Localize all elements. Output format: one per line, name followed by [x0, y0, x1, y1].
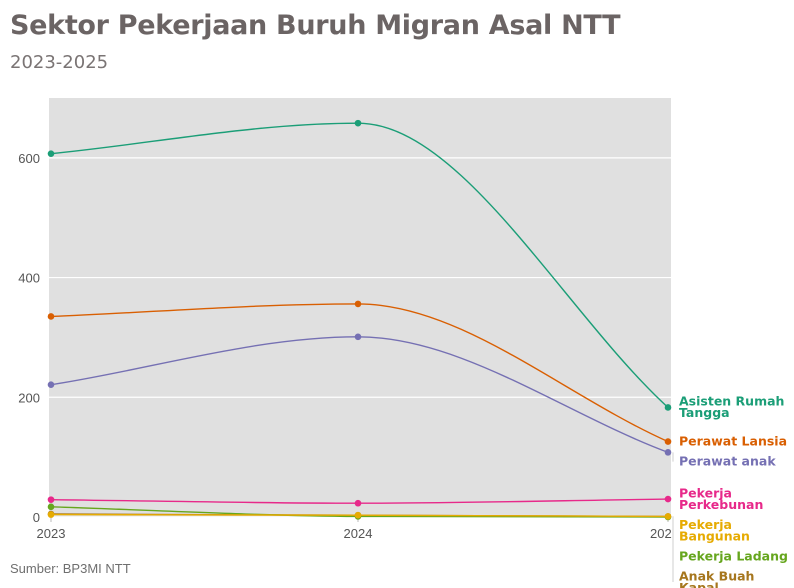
data-point-perawat-lansia	[354, 300, 362, 308]
chart-subtitle: 2023-2025	[10, 52, 109, 73]
data-point-pekerja-perkebunan	[664, 495, 672, 503]
y-tick-label: 0	[33, 510, 40, 525]
series-label-pekerja-ladang: Pekerja Ladang	[679, 548, 788, 563]
x-tick-label: 2024	[344, 526, 373, 541]
y-tick-label: 600	[18, 151, 40, 166]
series-lines	[47, 119, 672, 521]
series-label-pekerja-perkebunan: Pekerja	[679, 485, 732, 500]
data-point-perawat-anak	[47, 381, 55, 389]
series-label-perawat-anak: Perawat anak	[679, 454, 776, 469]
data-point-pekerja-bangunan	[354, 511, 362, 519]
source-note: Sumber: BP3MI NTT	[10, 561, 131, 576]
series-label-anak-buah-kapal: Anak Buah	[679, 568, 754, 583]
data-point-asisten-rumah-tangga	[47, 150, 55, 157]
data-point-perawat-anak	[354, 333, 362, 341]
x-tick-label: 202	[650, 526, 672, 541]
x-tick-label: 2023	[37, 526, 66, 541]
y-tick-label: 400	[18, 271, 40, 286]
data-point-perawat-lansia	[47, 313, 55, 320]
series-label-asisten-rumah-tangga: Asisten Rumah	[679, 394, 784, 409]
data-point-pekerja-perkebunan	[47, 496, 55, 503]
plot-background	[49, 98, 671, 517]
data-point-pekerja-bangunan	[664, 513, 672, 520]
data-point-pekerja-ladang	[47, 503, 55, 511]
series-label-pekerja-bangunan: Pekerja	[679, 517, 732, 532]
y-tick-label: 200	[18, 390, 40, 405]
y-axis: 0 200 400 600	[18, 151, 40, 525]
series-label-pekerja-bangunan: Bangunan	[679, 528, 750, 543]
data-point-pekerja-bangunan	[47, 511, 55, 518]
data-point-asisten-rumah-tangga	[664, 404, 672, 411]
chart-title: Sektor Pekerjaan Buruh Migran Asal NTT	[10, 10, 621, 41]
x-axis: 2023 2024 202	[37, 517, 672, 541]
data-point-asisten-rumah-tangga	[354, 119, 362, 127]
series-label-pekerja-perkebunan: Perkebunan	[679, 497, 763, 512]
series-label-anak-buah-kapal: Kapal	[679, 580, 719, 588]
data-point-perawat-anak	[664, 449, 672, 456]
data-point-pekerja-perkebunan	[354, 499, 362, 507]
data-point-perawat-lansia	[664, 438, 672, 445]
series-label-asisten-rumah-tangga: Tangga	[679, 405, 730, 420]
series-label-perawat-lansia: Perawat Lansia	[679, 434, 787, 449]
series-line-asisten-rumah-tangga	[50, 122, 669, 408]
